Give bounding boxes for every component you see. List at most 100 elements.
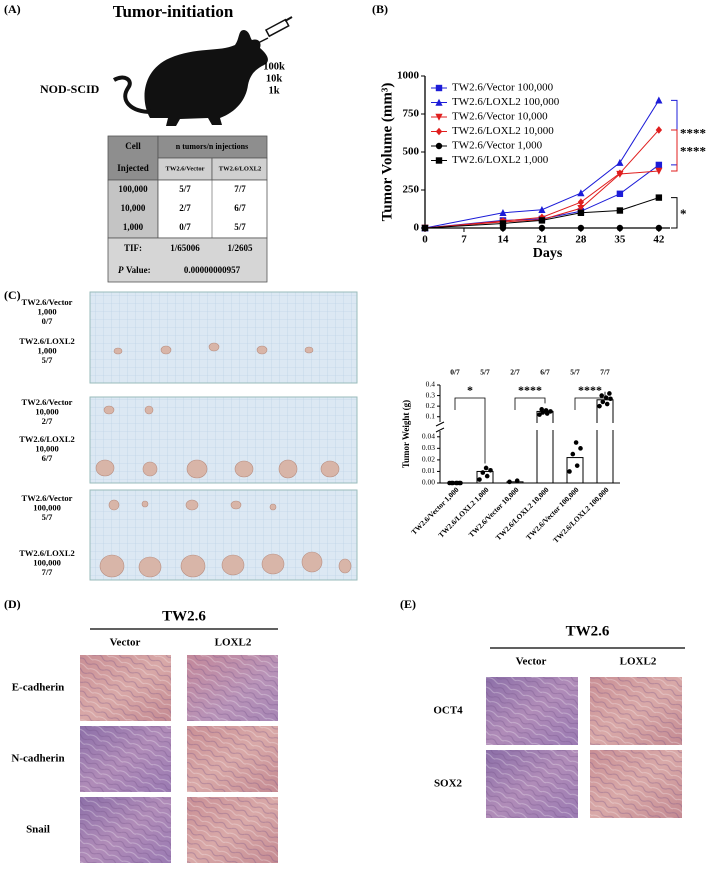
y-tick-label: 0.1: [426, 411, 436, 420]
cell-line-title: TW2.6: [162, 608, 206, 624]
group-count: 7/7: [600, 368, 610, 377]
group-label: 100,000: [33, 557, 61, 567]
significance-label: *: [680, 206, 687, 221]
data-point: [597, 403, 602, 409]
legend-marker: [435, 113, 443, 121]
table-header: TW2.6/LOXL2: [219, 165, 261, 172]
data-point: [604, 401, 610, 407]
column-label: Vector: [516, 656, 547, 668]
group-label: 1,000: [37, 306, 56, 316]
column-label: LOXL2: [215, 637, 252, 649]
significance-bracket: [671, 99, 678, 166]
y-tick-label: 0.01: [422, 466, 435, 475]
column-label: LOXL2: [620, 656, 657, 668]
marker: [655, 167, 663, 175]
series-line: [424, 129, 660, 229]
data-point: [457, 480, 462, 486]
table-cell-text: 5/7: [179, 184, 191, 194]
row-label: N-cadherin: [11, 753, 64, 765]
significance-label: ****: [518, 383, 542, 397]
axis-break-gap: [536, 423, 554, 430]
marker: [538, 224, 546, 232]
table-header: Injected: [117, 163, 149, 173]
marker: [538, 205, 546, 213]
legend-label: TW2.6/LOXL2 1,000: [452, 154, 549, 166]
histology-texture: [187, 655, 278, 721]
panel-label: (B): [372, 2, 388, 16]
data-point: [570, 451, 576, 457]
data-point: [608, 396, 613, 402]
significance-label: *: [467, 383, 473, 397]
significance-bracket: [671, 129, 678, 172]
significance-bracket: [454, 397, 486, 464]
series-line: [424, 100, 660, 229]
marker: [655, 126, 663, 134]
marker: [577, 189, 585, 197]
marker: [616, 207, 624, 214]
group-label: 7/7: [42, 567, 54, 577]
significance-bracket: [574, 391, 606, 410]
significance-label: ****: [578, 383, 602, 397]
data-point: [488, 467, 493, 473]
row-label: Snail: [26, 824, 50, 836]
table-cell-text: TIF:: [124, 243, 142, 253]
legend-marker: [435, 157, 443, 164]
group-count: 2/7: [510, 368, 520, 377]
group-label: TW2.6/Vector: [22, 297, 73, 307]
row-label: OCT4: [433, 705, 463, 717]
group-label: 10,000: [35, 443, 58, 453]
y-tick-label: 0.4: [426, 380, 436, 389]
bar: [506, 481, 524, 484]
histology-texture: [80, 726, 171, 792]
photo-plate: [89, 396, 358, 484]
histology-texture: [590, 750, 682, 818]
y-tick-label: 750: [403, 108, 420, 120]
table-cell-text: 1,000: [123, 222, 144, 232]
marker: [616, 158, 624, 166]
data-point: [537, 412, 542, 417]
table-cell-text: 2/7: [179, 203, 191, 213]
group-label: TW2.6/LOXL2: [19, 434, 75, 444]
group-label: 5/7: [42, 512, 54, 522]
x-tick-label: TW2.6/Vector 10,000: [467, 485, 521, 539]
table-cell-text: 1/2605: [227, 243, 253, 253]
y-tick-label: 500: [403, 146, 420, 158]
legend-label: TW2.6/Vector 100,000: [452, 82, 554, 94]
group-label: 6/7: [42, 453, 54, 463]
marker: [616, 169, 624, 178]
marker: [577, 205, 585, 213]
row-label: E-cadherin: [12, 682, 65, 694]
group-label: 10,000: [35, 406, 58, 416]
group-label: TW2.6/LOXL2: [19, 548, 75, 558]
y-tick-label: 0.04: [422, 431, 435, 440]
data-point: [514, 478, 520, 483]
significance-label: ****: [680, 143, 706, 158]
legend-label: TW2.6/Vector 1,000: [452, 140, 543, 152]
marker: [616, 224, 624, 232]
legend-marker: [435, 98, 443, 106]
group-label: TW2.6/Vector: [22, 397, 73, 407]
panel-label: (C): [4, 288, 21, 302]
data-point: [477, 477, 482, 482]
histology-texture: [187, 797, 278, 863]
table-cell-text: 6/7: [234, 203, 246, 213]
group-count: 6/7: [540, 368, 550, 377]
tumor-photos: [89, 291, 358, 581]
marker: [538, 217, 546, 224]
table-cell-text: P: [118, 265, 124, 275]
strain-label: NOD-SCID: [40, 82, 100, 96]
group-count: 0/7: [450, 368, 460, 377]
legend-label: TW2.6/Vector 10,000: [452, 111, 548, 123]
series-line: [424, 164, 660, 229]
y-axis-title: Tumor Volume (mm³): [379, 83, 395, 222]
x-tick-label: 35: [614, 234, 626, 246]
data-point: [573, 440, 579, 445]
legend-marker: [435, 84, 443, 92]
table-header: Cell: [125, 141, 141, 151]
data-point: [574, 463, 580, 468]
y-axis-title: Tumor Weight (g): [401, 400, 411, 468]
significance-bracket: [514, 397, 546, 410]
data-point: [548, 409, 553, 414]
data-point: [483, 465, 489, 471]
